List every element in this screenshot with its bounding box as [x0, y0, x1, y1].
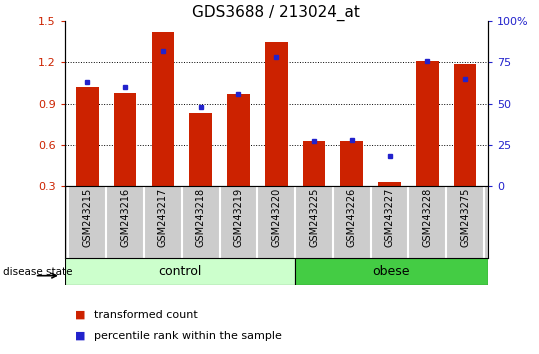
Bar — [454, 64, 476, 186]
Bar — [65, 258, 295, 285]
Text: GSM243226: GSM243226 — [347, 188, 357, 247]
Bar — [76, 87, 99, 186]
Text: GSM243220: GSM243220 — [271, 188, 281, 247]
Bar — [189, 113, 212, 186]
Text: GSM243228: GSM243228 — [423, 188, 432, 247]
Bar — [265, 42, 288, 186]
Text: GSM243225: GSM243225 — [309, 188, 319, 247]
Text: GSM243215: GSM243215 — [82, 188, 92, 247]
Text: ■: ■ — [75, 310, 86, 320]
Text: GSM243217: GSM243217 — [158, 188, 168, 247]
Bar — [151, 32, 174, 186]
Text: GSM243227: GSM243227 — [384, 188, 395, 247]
Text: control: control — [158, 265, 202, 278]
Text: disease state: disease state — [3, 267, 72, 277]
Text: percentile rank within the sample: percentile rank within the sample — [94, 331, 282, 341]
Text: ■: ■ — [75, 331, 86, 341]
Text: GSM243275: GSM243275 — [460, 188, 470, 247]
Bar — [378, 182, 401, 186]
Bar — [227, 94, 250, 186]
Text: transformed count: transformed count — [94, 310, 198, 320]
Bar — [295, 258, 488, 285]
Text: GSM243218: GSM243218 — [196, 188, 206, 247]
Bar — [341, 141, 363, 186]
Bar — [303, 141, 326, 186]
Text: GSM243219: GSM243219 — [233, 188, 244, 247]
Bar — [114, 93, 136, 186]
Title: GDS3688 / 213024_at: GDS3688 / 213024_at — [192, 5, 360, 21]
Bar — [416, 61, 439, 186]
Text: obese: obese — [372, 265, 410, 278]
Text: GSM243216: GSM243216 — [120, 188, 130, 247]
